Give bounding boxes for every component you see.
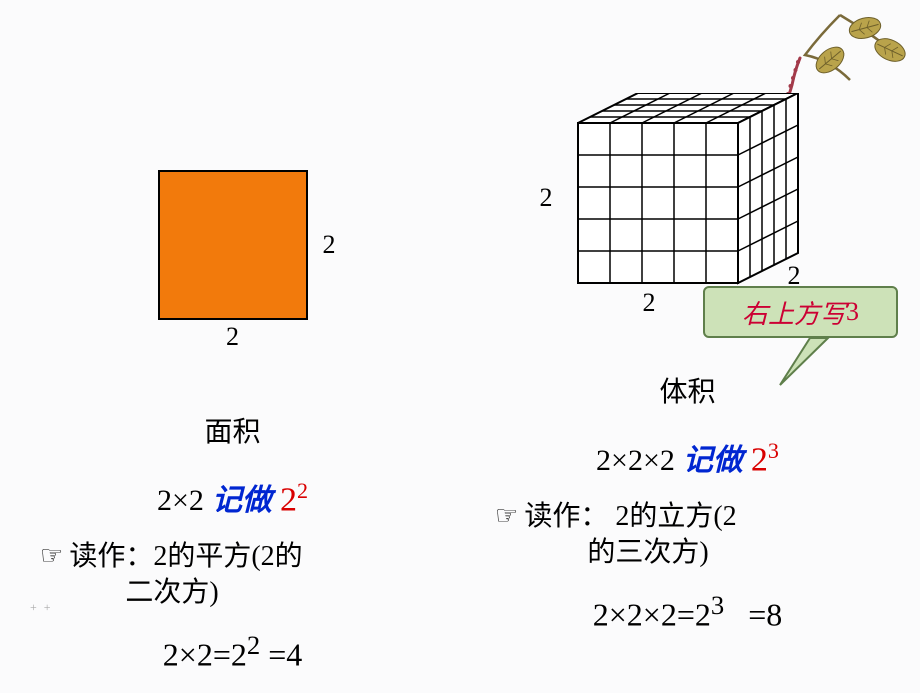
square-eq-lhs: 2×2=: [163, 636, 231, 672]
cube-label-left: 2: [540, 183, 553, 213]
hand-icon: ☞: [495, 501, 518, 531]
cube-shape: [568, 93, 808, 313]
square-label-bottom: 2: [226, 322, 239, 352]
square-power: 22: [280, 478, 308, 519]
square-label-side: 2: [323, 230, 336, 260]
square-pow-base: 2: [280, 481, 297, 518]
cube-caption: 体积: [659, 370, 715, 410]
square-caption: 面积: [204, 410, 260, 450]
cube-read-l2: 的三次方): [587, 537, 708, 568]
cube-eq-exp: 3: [711, 590, 724, 620]
square-shape: 2 2: [158, 170, 308, 320]
decorative-plusses: + +: [30, 600, 53, 615]
cube-power: 23: [751, 438, 779, 479]
callout-bubble: 右上方写3: [703, 286, 898, 338]
square-eq-base: 2: [231, 636, 247, 672]
square-column: 2 2 面积 2×2 记做 22 ☞ 读作：2的平方(2的 二次方) 2×2=2…: [20, 100, 445, 673]
cube-wrap: 2 2 2: [568, 93, 808, 318]
cube-reading: ☞ 读作： 2的立方(2 的三次方): [475, 499, 900, 572]
square-jizuo: 记做: [212, 475, 272, 519]
square-eq-exp: 2: [247, 630, 260, 660]
cube-pow-exp: 3: [768, 438, 779, 463]
callout-num: 3: [846, 297, 859, 327]
square-expression: 2×2 记做 22: [157, 475, 308, 519]
cube-equation: 2×2×2=23 =8: [593, 590, 783, 634]
callout-tail: [770, 335, 830, 395]
square-read-prefix: 读作：: [69, 541, 153, 572]
square-read-l1: 2的平方(2的: [153, 541, 302, 572]
cube-pow-base: 2: [751, 441, 768, 478]
cube-expression: 2×2×2 记做 23: [596, 435, 779, 479]
cube-eq-result: =8: [724, 596, 782, 632]
square-eq-result: =4: [260, 636, 302, 672]
cube-column: 2 2 2 体积 2×2×2 记做 23 ☞ 读作： 2的立方(2 的三次方) …: [475, 100, 900, 673]
square-pow-exp: 2: [297, 478, 308, 503]
cube-eq-base: 2: [695, 596, 711, 632]
cube-expr-prefix: 2×2×2: [596, 444, 675, 478]
cube-label-bottom: 2: [643, 288, 656, 318]
cube-read-prefix: 读作：: [524, 501, 608, 532]
square-read-l2: 二次方): [125, 577, 218, 608]
cube-read-l1: 2的立方(2: [615, 501, 736, 532]
hand-icon: ☞: [40, 541, 63, 571]
square-equation: 2×2=22 =4: [163, 630, 302, 674]
square-reading: ☞ 读作：2的平方(2的 二次方): [20, 539, 445, 612]
cube-jizuo: 记做: [683, 435, 743, 479]
square-read-text: 读作：2的平方(2的 二次方): [69, 539, 302, 612]
square-shape-area: 2 2: [20, 120, 445, 370]
callout-text: 右上方写: [742, 294, 846, 331]
cube-eq-lhs: 2×2×2=: [593, 596, 695, 632]
cube-read-text: 读作： 2的立方(2 的三次方): [524, 499, 736, 572]
square-expr-prefix: 2×2: [157, 484, 204, 518]
